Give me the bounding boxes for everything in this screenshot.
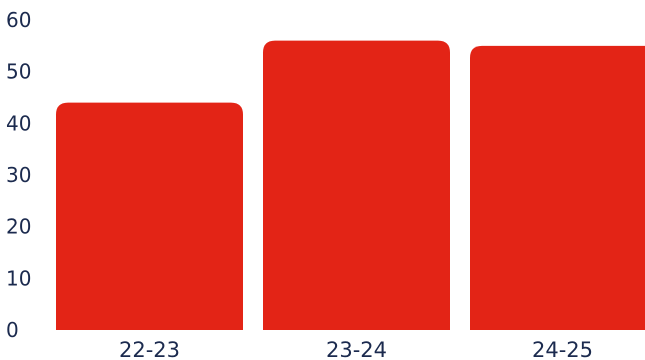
- bar-22-23: [56, 102, 243, 331]
- y-tick-label: 10: [6, 266, 31, 290]
- y-tick-label: 60: [6, 8, 31, 32]
- x-axis-labels: 22-23 23-24 24-25: [119, 338, 593, 360]
- bars-group: [56, 40, 645, 331]
- bar-23-24: [263, 40, 450, 331]
- y-tick-label: 40: [6, 111, 31, 135]
- y-tick-label: 50: [6, 60, 31, 84]
- x-tick-label-22-23: 22-23: [119, 338, 180, 360]
- x-tick-label-23-24: 23-24: [326, 338, 387, 360]
- y-tick-label: 30: [6, 163, 31, 187]
- x-tick-label-24-25: 24-25: [532, 338, 593, 360]
- y-axis-ticks: 0 10 20 30 40 50 60: [6, 8, 31, 342]
- y-tick-label: 0: [6, 318, 19, 342]
- y-tick-label: 20: [6, 215, 31, 239]
- bar-24-25: [470, 45, 645, 330]
